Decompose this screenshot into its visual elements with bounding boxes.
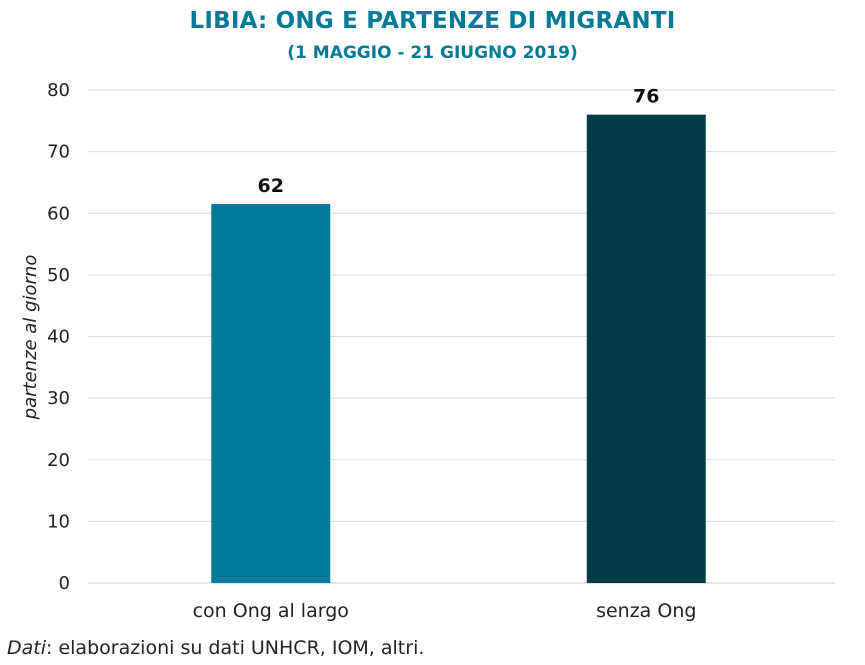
source-note: Dati: elaborazioni su dati UNHCR, IOM, a… bbox=[7, 637, 424, 659]
y-axis-title: partenze al giorno bbox=[20, 255, 41, 421]
gridlines bbox=[88, 89, 835, 584]
bar bbox=[586, 114, 706, 584]
y-tick-label: 40 bbox=[47, 327, 70, 348]
source-lead: Dati bbox=[7, 637, 47, 659]
bars bbox=[211, 114, 706, 584]
y-tick-label: 60 bbox=[47, 203, 70, 224]
y-tick-label: 0 bbox=[59, 573, 70, 594]
y-tick-label: 10 bbox=[47, 511, 70, 532]
source-text: : elaborazioni su dati UNHCR, IOM, altri… bbox=[46, 637, 425, 659]
y-tick-label: 50 bbox=[47, 265, 70, 286]
y-tick-label: 30 bbox=[47, 388, 70, 409]
value-labels: 62 76 bbox=[258, 86, 660, 197]
bar-value-label: 62 bbox=[258, 175, 284, 197]
bar bbox=[211, 204, 331, 583]
y-tick-label: 80 bbox=[47, 80, 70, 101]
category-label: con Ong al largo bbox=[193, 600, 349, 622]
chart-subtitle: (1 MAGGIO - 21 GIUGNO 2019) bbox=[287, 43, 578, 63]
bar-value-label: 76 bbox=[633, 86, 659, 108]
category-labels: con Ong al largo senza Ong bbox=[193, 600, 697, 622]
y-tick-labels: 0 10 20 30 40 50 60 70 80 bbox=[47, 80, 70, 594]
y-tick-label: 70 bbox=[47, 142, 70, 163]
category-label: senza Ong bbox=[596, 600, 696, 622]
y-tick-label: 20 bbox=[47, 450, 70, 471]
chart-title: LIBIA: ONG E PARTENZE DI MIGRANTI bbox=[189, 8, 676, 34]
